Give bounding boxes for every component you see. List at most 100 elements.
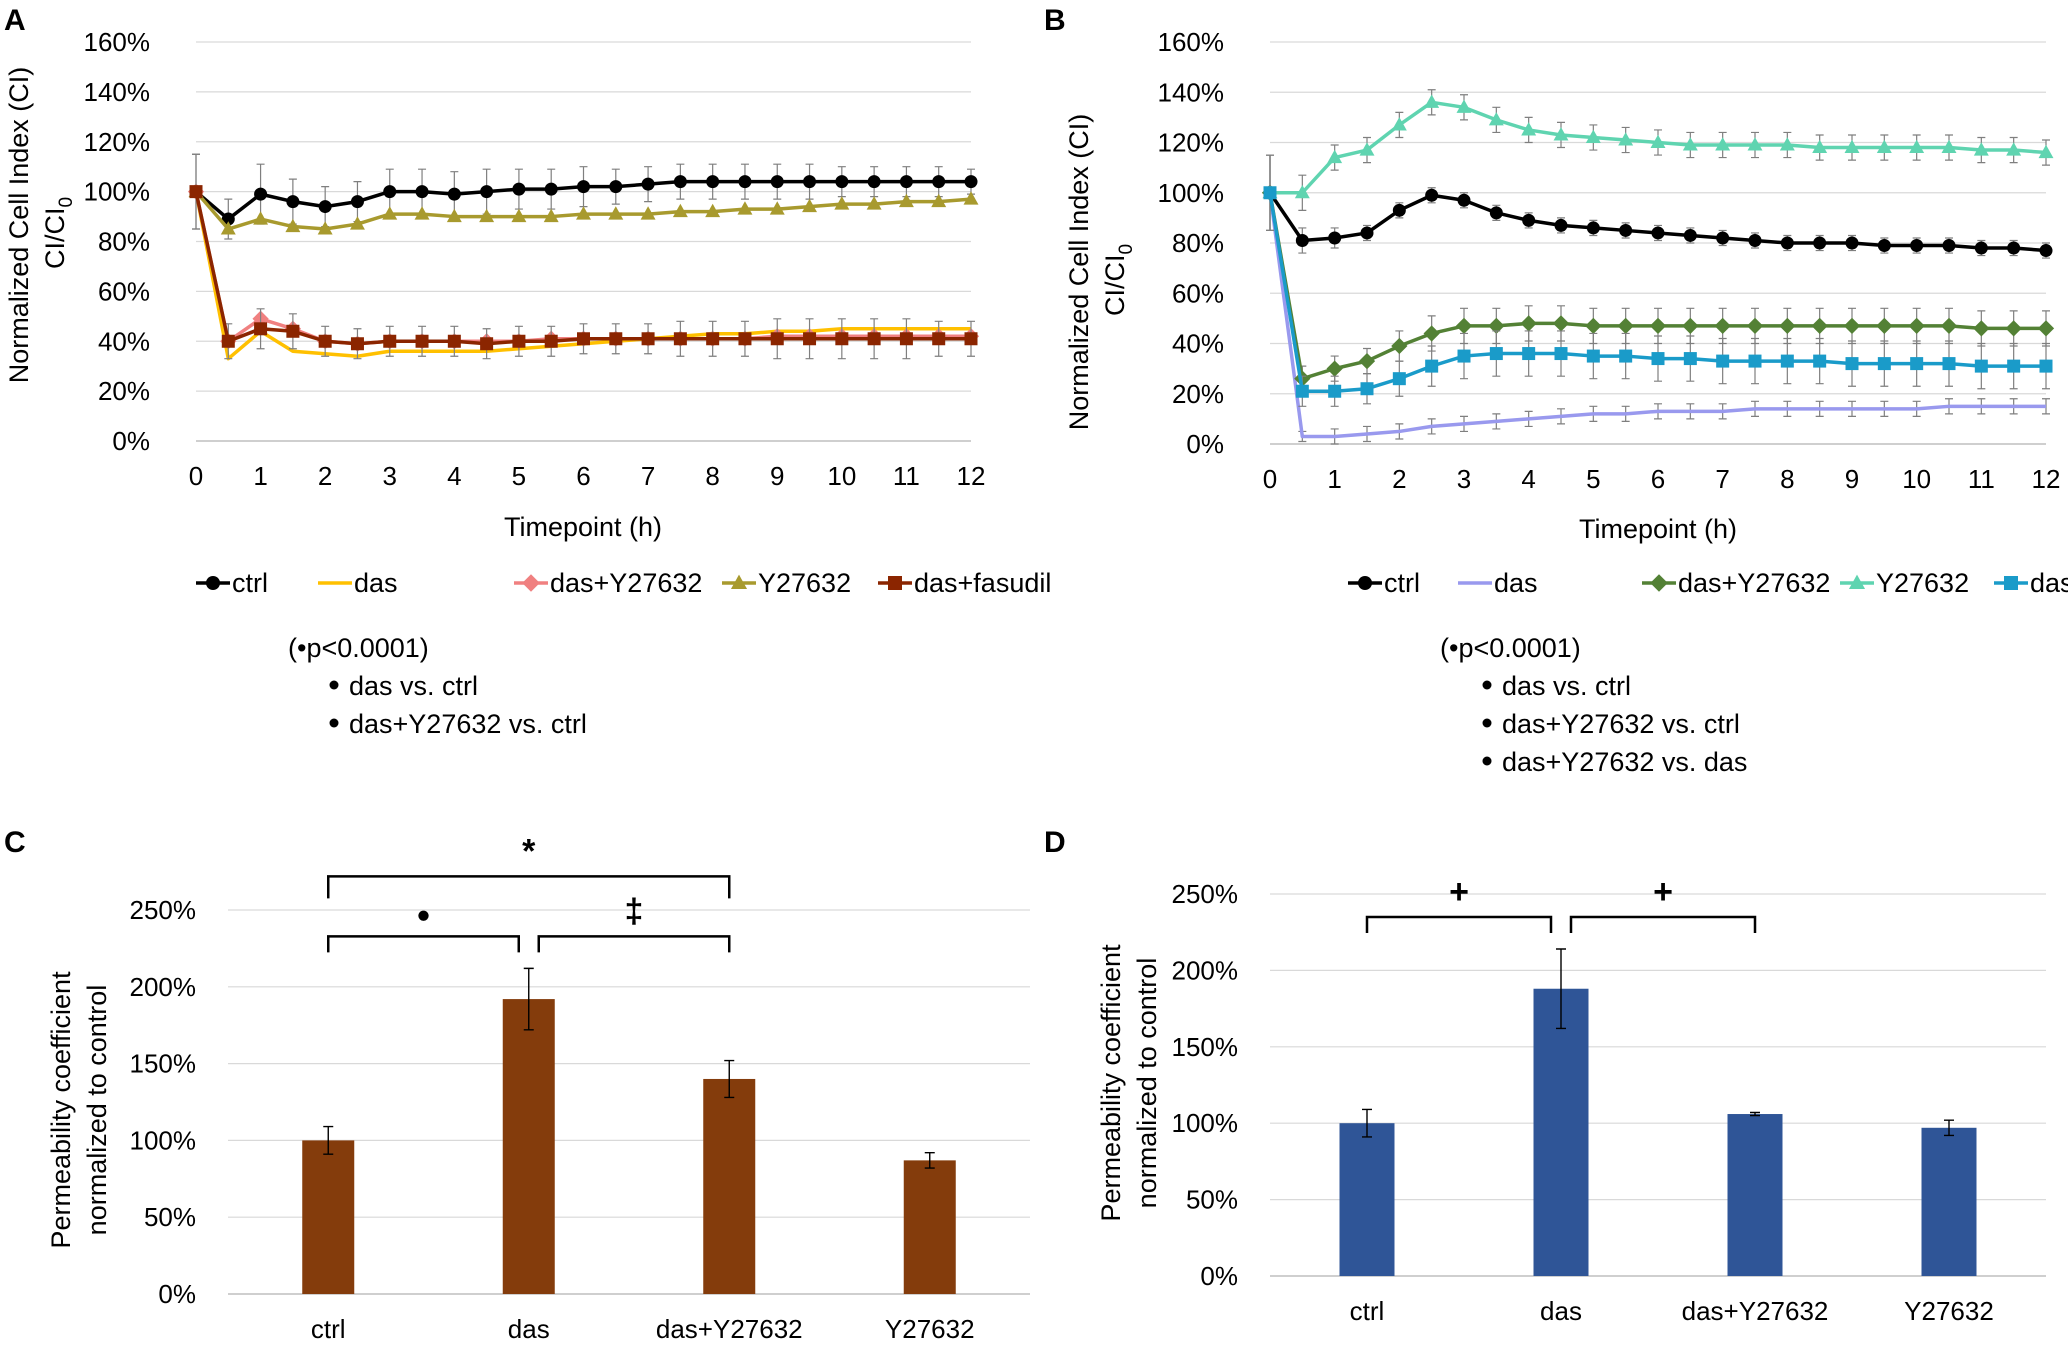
panel-d-gridlines	[1270, 893, 2046, 1201]
panel-a-data-point	[737, 201, 753, 215]
panel-a-y-tick-label: 0%	[112, 426, 150, 456]
panel-a-legend-label: das+Y27632	[550, 568, 702, 598]
panel-c-bracket-symbol: ‡	[625, 892, 644, 930]
panel-a-x-tick-label: 2	[318, 461, 332, 491]
panel-b-data-point	[1328, 231, 1342, 245]
panel-a-data-point	[835, 175, 849, 189]
panel-a-stats-item: das+Y27632 vs. ctrl	[349, 709, 587, 739]
panel-c-bracket: ●	[327, 901, 520, 953]
panel-b-data-point	[1455, 317, 1473, 335]
panel-b-ylabel-line2-sub: 0	[1116, 244, 1137, 255]
panel-d-error-bar	[1362, 1108, 1372, 1138]
panel-b-data-point	[1521, 122, 1537, 136]
panel-c-y-tick-label: 100%	[130, 1125, 197, 1155]
panel-b-data-point	[1489, 206, 1503, 220]
panel-b-x-tick-label: 2	[1392, 464, 1406, 494]
panel-c-x-tick-label: ctrl	[311, 1314, 346, 1344]
panel-a-y-tick-label: 100%	[84, 177, 151, 207]
panel-b-data-point	[1651, 226, 1665, 240]
panel-b-data-point	[1845, 357, 1859, 371]
panel-a-x-tick-label: 7	[641, 461, 655, 491]
panel-a-data-point	[480, 337, 494, 351]
panel-a-data-point	[220, 221, 236, 235]
panel-a-stats-bullet	[329, 680, 339, 690]
panel-b-data-point	[1586, 221, 1600, 235]
panel-d-y-tick-label: 200%	[1172, 955, 1239, 985]
panel-b-legend-swatch-marker	[1848, 574, 1866, 589]
panel-a-data-point	[640, 206, 656, 220]
panel-b-data-point	[1813, 236, 1827, 250]
panel-a-x-tick-label: 0	[189, 461, 203, 491]
panel-b-stats: (•p<0.0001) das vs. ctrl das+Y27632 vs. …	[1440, 633, 1747, 777]
panel-b-x-tick-label: 4	[1521, 464, 1535, 494]
panel-b-data-point	[1748, 354, 1762, 368]
panel-b-x-ticks: 0 1 2 3 4 5 6 7 8 9 10 11 12	[1263, 464, 2061, 494]
panel-a-legend-item-y27632: Y27632	[722, 568, 851, 598]
panel-a-x-tick-label: 9	[770, 461, 784, 491]
panel-b-data-point	[1618, 132, 1634, 146]
panel-a-data-point	[221, 334, 235, 348]
panel-a-data-point	[899, 332, 913, 346]
panel-b-stats-item: das vs. ctrl	[1502, 671, 1631, 701]
panel-a-data-point	[383, 185, 397, 199]
panel-d-y-axis-label: Permeability coefficient normalized to c…	[1096, 944, 1162, 1222]
panel-b-y-axis-label: Normalized Cell Index (CI) CI/CI0	[1064, 114, 1137, 431]
panel-a-data-point	[672, 203, 688, 218]
panel-b-data-point	[1520, 315, 1537, 332]
panel-b-series-line-ctrl	[1268, 191, 2047, 253]
panel-c-x-tick-label: Y27632	[885, 1314, 975, 1344]
panel-a-legend-swatch-marker	[888, 576, 902, 590]
panel-b-x-tick-label: 11	[1968, 464, 1995, 494]
panel-d-y-ticks: 0% 50% 100% 150% 200% 250%	[1172, 879, 1239, 1291]
panel-b-data-point	[1716, 231, 1730, 245]
panel-b-y-tick-label: 40%	[1172, 329, 1224, 359]
panel-b-legend-label: Y27632	[1876, 568, 1969, 598]
panel-b-data-point	[1328, 384, 1342, 398]
panel-d-y-tick-label: 100%	[1172, 1108, 1239, 1138]
panel-b-data-point	[1553, 127, 1569, 141]
panel-c-y-tick-label: 0%	[158, 1279, 196, 1309]
panel-b-y-tick-label: 160%	[1158, 27, 1225, 57]
panel-d-error-bar	[1556, 948, 1566, 1030]
panel-c-y-tick-label: 200%	[130, 972, 197, 1002]
panel-b-data-point	[1942, 357, 1956, 371]
panel-b-y-tick-label: 100%	[1158, 178, 1225, 208]
panel-a-data-point	[706, 332, 720, 346]
panel-a-data-point	[447, 334, 461, 348]
panel-a-x-tick-label: 12	[957, 461, 986, 491]
panel-c-bracket: ‡	[537, 892, 731, 953]
panel-a-x-tick-label: 5	[512, 461, 526, 491]
panel-b-ylabel-line2: CI/CI0	[1100, 244, 1137, 316]
panel-d-x-tick-label: das	[1540, 1296, 1582, 1326]
panel-d-bars	[1339, 948, 1977, 1276]
panel-a-data-point	[480, 185, 494, 199]
panel-b-data-point	[1649, 317, 1667, 335]
panel-b-data-point	[1811, 317, 1828, 335]
panel-b-data-point	[1585, 129, 1601, 143]
panel-d-bar-chart: 0% 50% 100% 150% 200% 250% ctrl das das+Y27632 Y…	[1096, 873, 2046, 1326]
panel-b-legend-item-ctrl: ctrl	[1348, 568, 1420, 598]
panel-c-gridlines	[228, 909, 1030, 1218]
panel-b-data-point	[1747, 137, 1763, 151]
panel-d-y-tick-label: 150%	[1172, 1032, 1239, 1062]
panel-a-data-point	[286, 324, 300, 338]
panel-a-y-tick-label: 20%	[98, 376, 150, 406]
panel-c-bar-das-y27632	[703, 1078, 756, 1294]
panel-b-data-point	[1425, 188, 1439, 202]
panel-b-series	[1261, 89, 2055, 445]
panel-b-data-point	[1295, 233, 1309, 247]
panel-a-data-point	[446, 208, 462, 223]
panel-b-data-point	[1456, 99, 1472, 113]
panel-b-series-das	[1266, 154, 2050, 445]
panel-b-data-point	[1457, 349, 1471, 363]
panel-c-y-tick-label: 150%	[130, 1049, 197, 1079]
panel-b-data-point	[1909, 139, 1925, 154]
panel-b-ylabel-line2-main: CI/CI	[1100, 255, 1130, 317]
panel-a-data-point	[964, 175, 978, 189]
panel-b-data-point	[1812, 139, 1828, 154]
panel-c-bar-chart: 0% 50% 100% 150% 200% 250% ctrl das das+Y27632 Y…	[46, 832, 1030, 1344]
panel-b-data-point	[1908, 317, 1925, 335]
panel-a-data-point	[706, 175, 720, 189]
panel-c-significance-brackets: * ● ‡	[327, 832, 731, 953]
